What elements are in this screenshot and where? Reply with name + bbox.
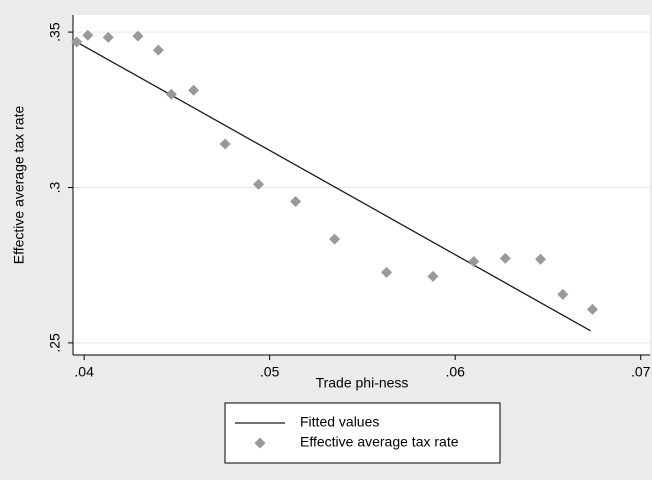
- scatter-point: [253, 178, 265, 190]
- x-axis-title: Trade phi-ness: [316, 375, 409, 391]
- scatter-point: [290, 195, 302, 207]
- scatter-point: [586, 303, 598, 315]
- scatter-point: [557, 288, 569, 300]
- scatter-point: [165, 88, 177, 100]
- y-tick-label: .35: [47, 22, 63, 42]
- scatter-point: [188, 84, 200, 96]
- legend-label: Fitted values: [300, 414, 379, 430]
- x-tick-label: .05: [260, 364, 280, 380]
- scatter-point: [132, 30, 144, 42]
- scatter-point: [102, 31, 114, 43]
- legend-label: Effective average tax rate: [300, 434, 459, 450]
- scatter-point: [468, 255, 480, 267]
- scatter-point: [152, 44, 164, 56]
- fitted-line: [76, 41, 591, 332]
- y-tick-label: .25: [47, 333, 63, 353]
- scatter-point: [82, 29, 94, 41]
- x-tick-label: .04: [74, 364, 94, 380]
- scatter-point: [71, 36, 83, 48]
- legend: [224, 402, 501, 464]
- scatter-point: [535, 253, 547, 265]
- scatter-point: [219, 138, 231, 150]
- scatter-point: [427, 270, 439, 282]
- x-tick-label: .07: [631, 364, 651, 380]
- scatter-point: [499, 252, 511, 264]
- plot-area: [73, 15, 650, 355]
- x-tick-label: .06: [445, 364, 465, 380]
- y-tick-label: .3: [47, 181, 63, 193]
- y-axis-title: Effective average tax rate: [11, 106, 27, 265]
- legend-swatch: [254, 437, 266, 449]
- scatter-point: [329, 233, 341, 245]
- scatter-point: [381, 266, 393, 278]
